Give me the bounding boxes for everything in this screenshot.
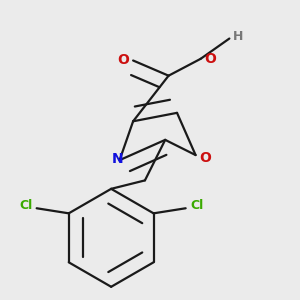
- Text: N: N: [112, 152, 124, 167]
- Text: O: O: [118, 53, 130, 68]
- Text: O: O: [204, 52, 216, 66]
- Text: H: H: [232, 30, 243, 44]
- Text: Cl: Cl: [19, 199, 32, 212]
- Text: O: O: [199, 151, 211, 165]
- Text: Cl: Cl: [190, 199, 203, 212]
